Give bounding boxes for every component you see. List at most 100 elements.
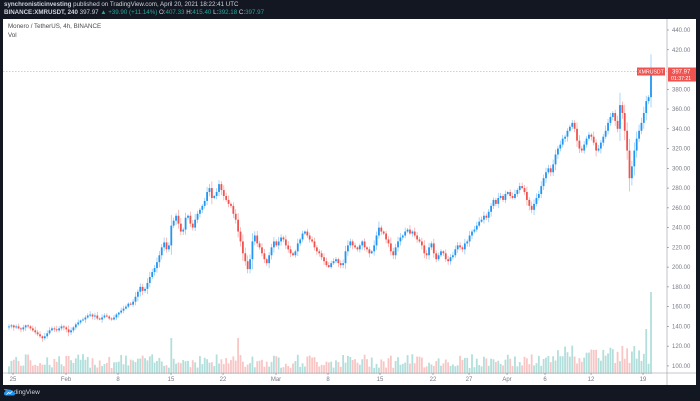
candle-body: [127, 303, 130, 307]
candle-body: [518, 186, 521, 191]
volume-bar: [122, 364, 125, 374]
tradingview-logo[interactable]: TradingView: [4, 389, 40, 396]
volume-bar: [241, 361, 244, 374]
author-name[interactable]: synchronisticinvesting: [4, 1, 72, 8]
candle-body: [583, 144, 586, 151]
series-title[interactable]: Monero / TetherUS, 4h, BINANCE: [8, 23, 102, 30]
volume-bar: [113, 362, 115, 374]
volume-bar: [404, 362, 407, 374]
volume-bar: [191, 360, 194, 374]
volume-bar: [509, 358, 512, 374]
volume-label[interactable]: Vol: [8, 32, 17, 39]
candle-body: [289, 249, 292, 254]
candle-body: [423, 245, 426, 254]
y-tick-label: 280.00: [672, 186, 691, 192]
volume-bar: [94, 364, 96, 374]
volume-bar: [129, 359, 132, 374]
candle-body: [210, 188, 213, 198]
chart-panel[interactable]: 440.00 420.00 380.00 360.00 340.00 320.00 300.…: [3, 19, 696, 385]
volume-bar: [208, 362, 211, 374]
candlestick-chart[interactable]: 440.00 420.00 380.00 360.00 340.00 320.00 300.…: [3, 19, 696, 385]
candle-body: [208, 188, 211, 193]
volume-bar: [368, 366, 371, 374]
volume-bar: [139, 358, 142, 374]
volume-bar: [146, 360, 149, 374]
ohlc-line: BINANCE:XMRUSDT, 240 397.97 ▲ +39.90 (+1…: [4, 9, 696, 17]
volume-bar: [60, 364, 63, 374]
volume-bar: [514, 356, 516, 374]
volume-bar: [225, 358, 228, 374]
volume-bar: [31, 365, 34, 374]
volume-bar: [263, 366, 266, 374]
candle-body: [318, 251, 321, 254]
volume-bar: [65, 355, 68, 374]
candle-body: [557, 148, 559, 155]
candle-body: [397, 241, 399, 248]
candle-body: [478, 221, 481, 226]
high-label: H:: [186, 9, 193, 16]
volume-bar: [588, 352, 590, 374]
volume-bar: [442, 363, 445, 374]
volume-bar: [315, 361, 318, 374]
volume-bar: [559, 356, 562, 374]
volume-bar: [222, 364, 225, 374]
volume-bar: [15, 357, 18, 374]
candle-body: [315, 247, 318, 252]
candle-body: [201, 205, 204, 210]
candle-body: [296, 243, 299, 252]
volume-bar: [330, 361, 333, 374]
candle-body: [590, 134, 593, 137]
volume-bar: [373, 367, 376, 374]
volume-bar: [89, 367, 92, 374]
candle-body: [401, 235, 404, 238]
candle-body: [514, 194, 516, 198]
candle-body: [86, 315, 89, 318]
candle-body: [189, 215, 192, 224]
volume-bar: [258, 360, 261, 374]
volume-bar: [39, 363, 41, 374]
candle-body: [506, 192, 509, 195]
candle-body: [232, 205, 235, 214]
volume-bar: [530, 354, 533, 374]
publish-line: synchronisticinvesting published on Trad…: [4, 1, 696, 9]
candle-body: [432, 243, 435, 254]
volume-bar: [492, 359, 495, 374]
volume-bar: [141, 355, 144, 374]
candle-body: [156, 262, 158, 269]
volume-bar: [447, 362, 450, 374]
candle-body: [619, 105, 621, 129]
volume-bar: [253, 367, 256, 374]
volume-bar: [261, 359, 263, 374]
volume-bar: [590, 349, 593, 374]
candle-body: [222, 190, 225, 196]
volume-bar: [511, 365, 514, 374]
y-tick-label: 240.00: [672, 226, 691, 232]
candle-body: [378, 227, 380, 236]
candle-body: [394, 247, 397, 256]
x-tick-label: 8: [326, 377, 330, 383]
y-tick-label: 160.00: [672, 305, 691, 311]
candle-body: [129, 303, 132, 305]
candle-body: [335, 259, 337, 262]
volume-bar: [17, 361, 20, 374]
volume-bar: [232, 356, 235, 374]
volume-bar: [392, 367, 395, 374]
volume-bar: [168, 367, 170, 374]
candle-body: [621, 105, 624, 113]
volume-bar: [249, 363, 251, 374]
candle-body: [306, 231, 309, 236]
candle-body: [344, 251, 347, 264]
candle-body: [568, 126, 571, 131]
candle-body: [60, 326, 63, 329]
candle-body: [411, 231, 414, 234]
volume-bar: [215, 354, 218, 374]
candle-body: [373, 245, 376, 252]
volume-bar: [327, 362, 330, 374]
volume-bar: [468, 367, 471, 374]
volume-bar: [170, 338, 173, 374]
candle-body: [592, 136, 595, 143]
candle-body: [275, 241, 278, 246]
volume-bar: [454, 366, 457, 374]
candle-body: [580, 148, 583, 151]
volume-bar: [72, 362, 75, 374]
